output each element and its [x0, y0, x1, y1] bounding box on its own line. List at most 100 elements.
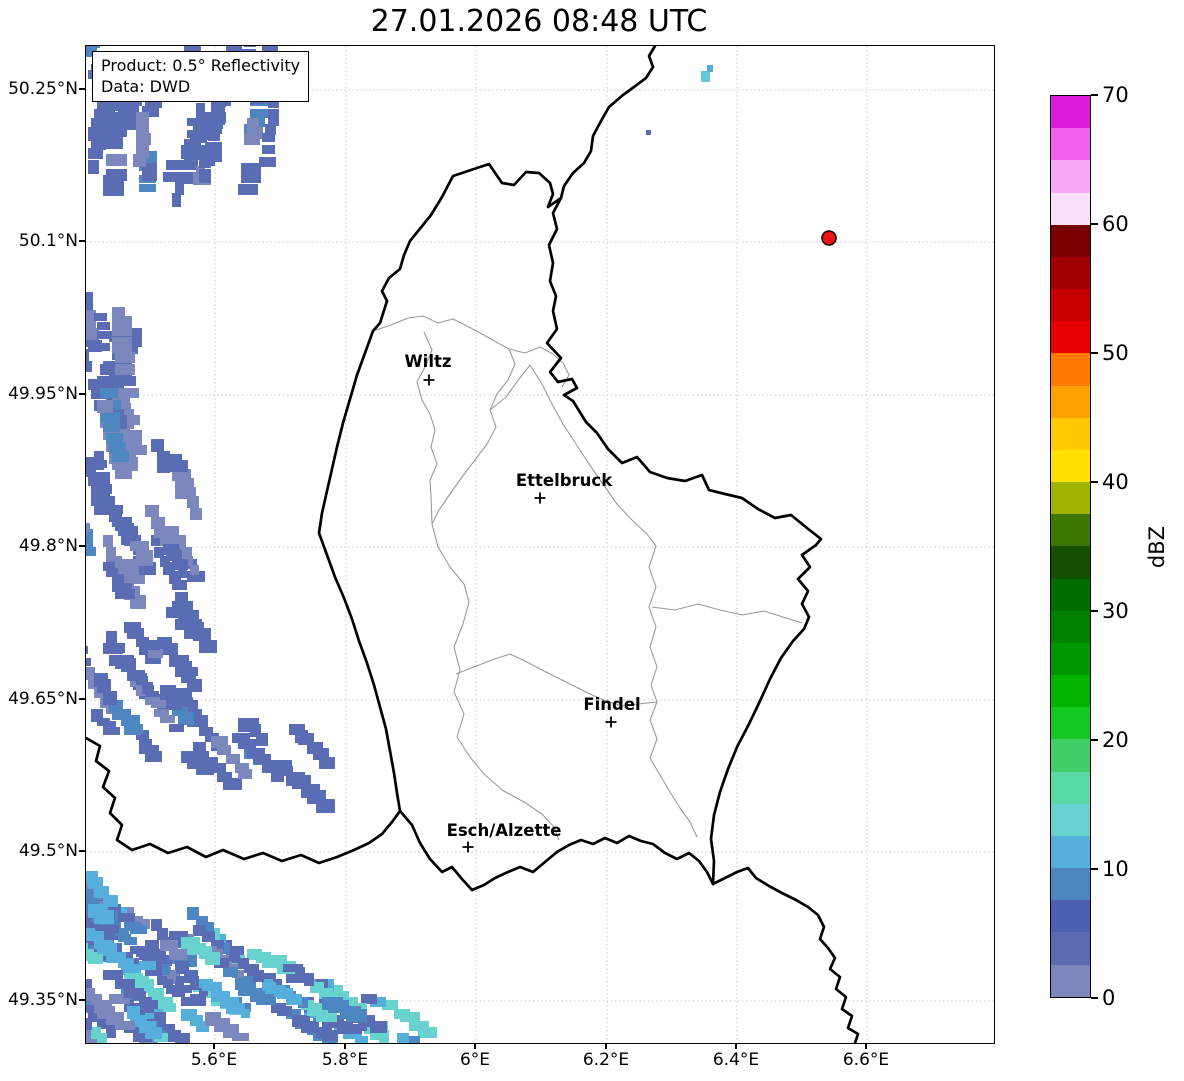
echo-rect [115, 352, 135, 363]
echo-rect [94, 937, 104, 949]
echo-rect [91, 139, 106, 150]
echo-rect [86, 349, 89, 362]
echo-rect [142, 169, 157, 181]
echo-rect [175, 1033, 190, 1043]
colorbar-tick [1091, 868, 1098, 870]
echo-rect [154, 547, 164, 558]
echo-rect [86, 523, 90, 532]
echo-rect [166, 160, 187, 170]
echo-rect [86, 949, 97, 961]
echo-rect [184, 628, 197, 639]
echo-rect [127, 1006, 140, 1019]
echo-rect [190, 508, 202, 520]
echo-rect [118, 463, 138, 471]
colorbar-segment [1051, 192, 1090, 225]
colorbar-segment [1051, 385, 1090, 418]
data-source-line: Data: DWD [101, 77, 191, 97]
echo-rect [130, 958, 139, 968]
echo-rect [106, 1024, 116, 1038]
lat-tick-label: 50.1°N [18, 231, 78, 251]
district-borders [372, 315, 803, 841]
echo-rect [94, 313, 107, 321]
colorbar-segment [1051, 289, 1090, 322]
echo-rect [184, 46, 201, 53]
colorbar-segment [1051, 803, 1090, 836]
echo-rect [106, 631, 117, 644]
echo-rect [86, 457, 104, 470]
echo-rect [175, 961, 189, 974]
echo-rect [136, 112, 149, 126]
echo-rect [172, 580, 187, 590]
echo-rect [226, 754, 240, 764]
lon-tick-label: 6.4°E [712, 1050, 760, 1070]
echo-rect [145, 967, 162, 976]
echo-rect [229, 952, 240, 963]
echo-rect [124, 328, 142, 338]
echo-rect [86, 919, 102, 930]
echo-rect [283, 964, 303, 972]
echo-rect [115, 1021, 135, 1030]
echo-rect [91, 709, 103, 722]
echo-rect [139, 184, 156, 192]
echo-rect [133, 916, 143, 924]
district-border [372, 315, 510, 350]
echo-rect [127, 445, 147, 455]
echo-rect [91, 484, 105, 495]
echo-rect [262, 973, 276, 982]
colorbar-tick-label: 40 [1102, 470, 1129, 494]
echo-rect [274, 760, 292, 771]
echo-rect [145, 697, 160, 705]
lat-tick-label: 49.35°N [8, 990, 78, 1010]
echo-rect [86, 310, 96, 322]
lon-tick-label: 6.6°E [842, 1050, 890, 1070]
echo-rect [253, 970, 264, 982]
echo-rect [247, 949, 262, 960]
echo-rect [268, 97, 279, 108]
echo-rect [112, 517, 124, 527]
colorbar-segment [1051, 353, 1090, 386]
country-border [86, 736, 402, 865]
map-svg: Wiltz Ettelbruck Findel Esch/Alzette [86, 46, 994, 1043]
echo-rect [103, 643, 123, 654]
echo-rect [262, 145, 275, 154]
echo-rect [112, 574, 124, 587]
echo-rect [124, 922, 141, 931]
colorbar-tick [1091, 223, 1098, 225]
echo-rect [175, 664, 190, 677]
echo-rect [178, 610, 199, 621]
echo-rect [205, 757, 218, 766]
echo-rect [172, 985, 182, 994]
echo-rect [253, 754, 271, 764]
echo-rect [112, 316, 132, 327]
echo-rect [178, 568, 187, 578]
echo-rect [86, 667, 95, 680]
district-border [651, 603, 803, 624]
colorbar-segment [1051, 675, 1090, 708]
echo-rect [97, 1033, 107, 1043]
echo-rect [127, 628, 144, 639]
echo-rect [247, 127, 263, 139]
colorbar-tick-label: 20 [1102, 728, 1129, 752]
echo-rect [241, 172, 261, 183]
lat-tick [79, 850, 85, 852]
echo-rect [127, 670, 137, 681]
echo-rect [163, 172, 184, 182]
echo-rect [112, 451, 129, 462]
country-border [711, 866, 860, 1043]
echo-rect [112, 394, 130, 404]
echo-rect [187, 907, 199, 920]
colorbar-segment [1051, 482, 1090, 515]
colorbar-tick [1091, 352, 1098, 354]
echo-rect [103, 727, 120, 735]
echo-rect [238, 739, 256, 749]
echo-rect [115, 403, 131, 413]
echo-rect [145, 751, 162, 762]
echo-rect [86, 898, 99, 907]
echo-rect [169, 931, 188, 940]
echo-rect [103, 535, 113, 547]
lon-tick-label: 5.6°E [190, 1050, 238, 1070]
echo-rect [169, 454, 182, 468]
colorbar-segment [1051, 256, 1090, 290]
district-border [489, 364, 657, 547]
